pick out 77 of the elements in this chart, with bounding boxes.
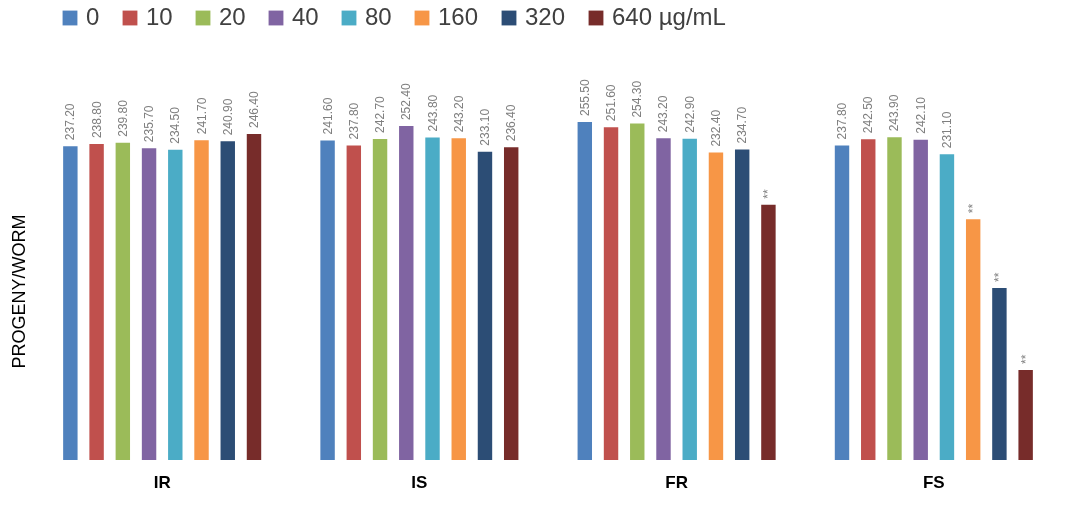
legend-label: 20 — [219, 3, 246, 30]
data-label: 233.10 — [477, 108, 492, 146]
data-label: 237.80 — [835, 102, 850, 140]
legend-label: 640 µg/mL — [612, 3, 726, 30]
bar — [734, 149, 750, 460]
data-label: 252.40 — [399, 83, 414, 121]
bar — [887, 137, 902, 460]
data-label: 236.40 — [504, 104, 519, 142]
data-label: 242.10 — [913, 96, 928, 134]
bar — [577, 122, 593, 460]
bar — [425, 137, 440, 460]
data-label: 242.90 — [682, 95, 697, 133]
bar — [939, 154, 955, 460]
data-label: 243.20 — [656, 95, 671, 133]
data-label: 231.10 — [939, 111, 954, 149]
x-tick-label: FS — [922, 472, 945, 492]
bar — [477, 151, 493, 460]
data-label: 243.80 — [425, 94, 440, 132]
bar — [861, 139, 876, 460]
bar — [63, 146, 78, 460]
bar — [399, 126, 414, 460]
bar — [682, 138, 697, 460]
data-label: ** — [966, 203, 981, 214]
bar — [656, 138, 671, 460]
data-label: 239.80 — [115, 99, 130, 137]
bar — [372, 138, 388, 460]
data-label: 234.50 — [168, 106, 183, 144]
data-label: 242.70 — [373, 95, 388, 133]
bar — [992, 288, 1007, 460]
y-axis-title: PROGENY/WORM — [8, 214, 29, 369]
legend-label: 0 — [86, 3, 100, 30]
bar — [246, 134, 262, 460]
bar — [834, 145, 850, 460]
data-label: 242.50 — [861, 96, 876, 134]
x-tick-label: IR — [153, 472, 171, 492]
legend-label: 40 — [292, 3, 319, 30]
data-label: ** — [992, 272, 1007, 283]
data-label: 237.20 — [63, 103, 78, 141]
bar — [89, 144, 104, 460]
data-label: 241.60 — [320, 97, 335, 135]
bar — [115, 142, 131, 460]
bar — [141, 148, 157, 460]
bar — [761, 204, 776, 460]
data-label: 232.40 — [708, 109, 723, 147]
legend-label: 160 — [438, 3, 479, 30]
legend-label: 10 — [146, 3, 173, 30]
legend-label: 80 — [365, 3, 392, 30]
data-label: 243.90 — [887, 94, 902, 132]
data-label: 241.70 — [194, 97, 209, 135]
legend-label: 320 — [525, 3, 566, 30]
data-label: 243.20 — [451, 95, 466, 133]
bar — [603, 127, 619, 460]
data-label: 238.80 — [89, 101, 104, 139]
data-label: 251.60 — [604, 84, 619, 122]
bar — [630, 123, 645, 460]
bar — [168, 149, 183, 460]
bar — [913, 139, 928, 460]
data-label: 235.70 — [142, 105, 157, 143]
bar — [451, 138, 466, 460]
data-label: 254.30 — [630, 80, 645, 118]
data-label: ** — [761, 189, 776, 199]
bar — [1018, 370, 1033, 460]
data-label: 246.40 — [246, 91, 261, 129]
bar — [503, 147, 519, 460]
x-tick-label: IS — [411, 472, 428, 492]
bar — [220, 141, 235, 460]
x-tick-label: FR — [665, 472, 688, 492]
bar — [194, 140, 209, 460]
data-label: 234.70 — [735, 106, 750, 144]
data-label: 255.50 — [577, 78, 592, 116]
bar — [320, 140, 335, 460]
bar — [346, 145, 362, 460]
bar — [965, 219, 981, 460]
data-label: 240.90 — [220, 98, 235, 136]
data-label: ** — [1018, 354, 1033, 365]
bar — [708, 152, 724, 460]
data-label: 237.80 — [346, 102, 361, 140]
